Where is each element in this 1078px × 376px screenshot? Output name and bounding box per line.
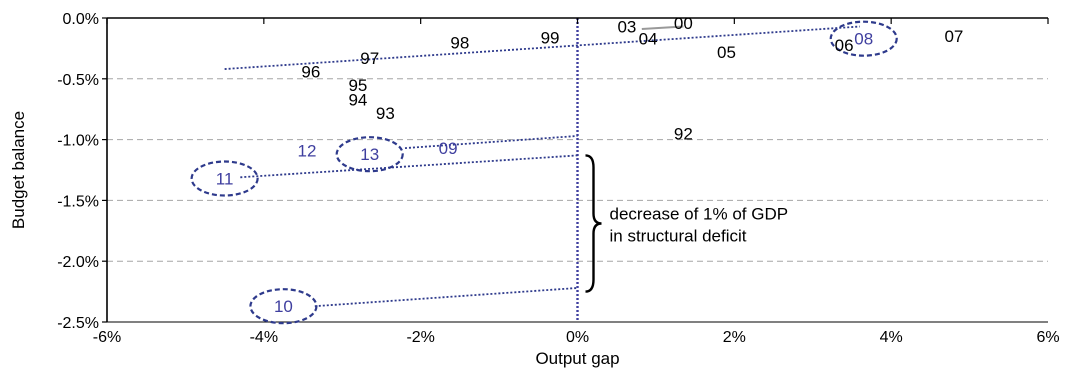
point-label-92: 92 <box>674 125 693 144</box>
point-label-07: 07 <box>944 27 963 46</box>
x-tick-label-4: 2% <box>723 329 746 346</box>
highlight-ellipse-13 <box>335 136 404 173</box>
annotation-text-line-1: decrease of 1% of GDP <box>610 205 789 224</box>
point-label-98: 98 <box>450 33 469 52</box>
point-label-03: 03 <box>617 18 636 37</box>
segment-03-00 <box>641 25 684 30</box>
highlight-ellipses <box>190 20 898 325</box>
y-tick-label-3: -1.5% <box>57 193 99 210</box>
highlight-ellipse-11 <box>190 160 259 197</box>
x-tick-label-5: 4% <box>880 329 903 346</box>
y-tick-label-1: -0.5% <box>57 72 99 89</box>
point-label-97: 97 <box>360 49 379 68</box>
highlight-ellipse-10 <box>249 288 318 325</box>
point-label-12: 12 <box>298 142 317 161</box>
x-tick-labels: -6% -4% -2% 0% 2% 4% 6% <box>93 18 1060 346</box>
point-label-05: 05 <box>717 43 736 62</box>
point-label-95: 95 <box>348 76 367 95</box>
y-tick-label-5: -2.5% <box>57 315 99 332</box>
trend-line-1 <box>404 135 578 150</box>
y-tick-label-4: -2.0% <box>57 254 99 271</box>
x-tick-label-6: 6% <box>1036 329 1059 346</box>
highlight-ellipse-08 <box>829 20 898 57</box>
point-label-93: 93 <box>376 104 395 123</box>
point-label-13: 13 <box>360 145 379 164</box>
y-axis-title: Budget balance <box>9 111 28 229</box>
point-label-99: 99 <box>541 28 560 47</box>
x-tick-label-2: -2% <box>406 329 434 346</box>
point-label-10: 10 <box>274 297 293 316</box>
point-label-09: 09 <box>439 139 458 158</box>
annotation-brace <box>585 154 602 293</box>
y-tick-label-2: -1.0% <box>57 133 99 150</box>
y-tick-labels: 0.0% -0.5% -1.0% -1.5% -2.0% -2.5% <box>57 11 107 332</box>
trend-lines <box>224 25 860 308</box>
point-label-11: 11 <box>216 170 234 189</box>
point-label-96: 96 <box>301 63 320 82</box>
point-label-94: 94 <box>348 90 367 109</box>
point-label-00: 00 <box>674 14 693 33</box>
point-label-08: 08 <box>854 30 873 49</box>
trend-line-2 <box>240 154 578 179</box>
point-label-04: 04 <box>639 30 658 49</box>
x-tick-label-3: 0% <box>566 329 589 346</box>
trend-line-3 <box>314 287 578 308</box>
annotation-text-line-2: in structural deficit <box>610 227 747 246</box>
x-tick-label-0: -6% <box>93 329 121 346</box>
annotation: decrease of 1% of GDP in structural defi… <box>585 154 789 293</box>
y-tick-label-0: 0.0% <box>63 11 99 28</box>
point-label-06: 06 <box>835 36 854 55</box>
x-axis-title: Output gap <box>535 349 619 368</box>
x-tick-label-1: -4% <box>250 329 278 346</box>
